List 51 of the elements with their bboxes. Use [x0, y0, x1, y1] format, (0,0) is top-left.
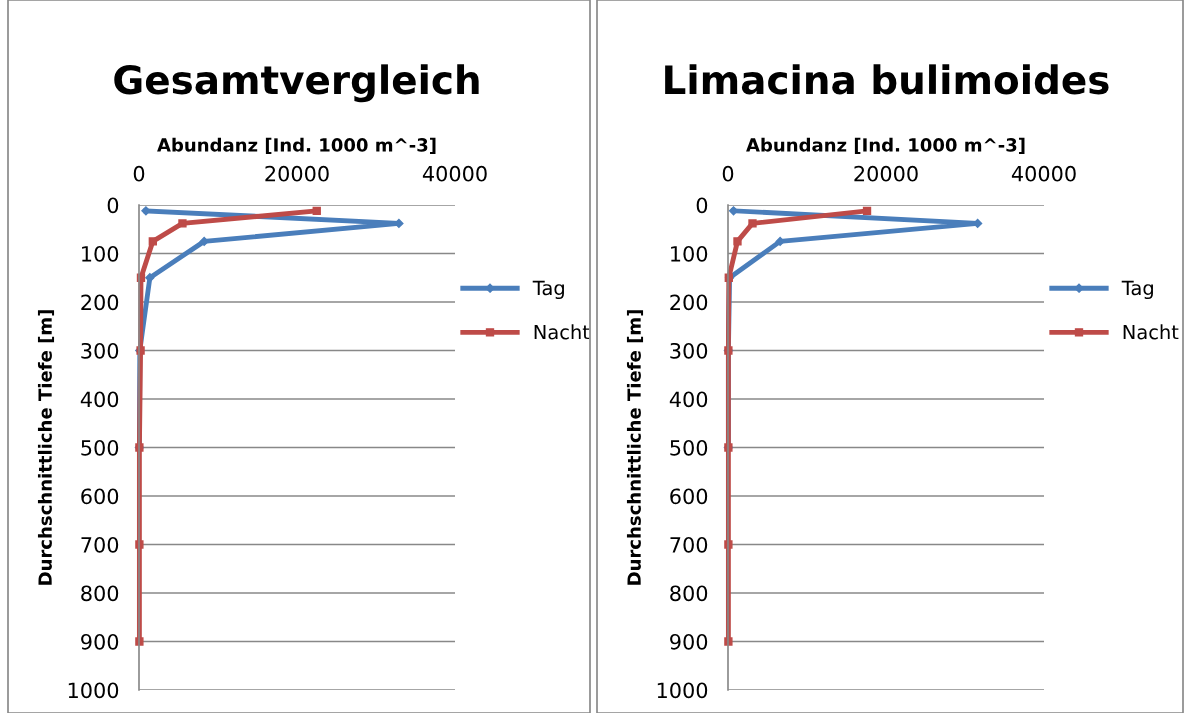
y-tick-label: 1000: [68, 682, 119, 699]
legend-label: Tag: [1121, 280, 1153, 300]
point: [135, 540, 144, 549]
y-tick-label: 100: [671, 245, 708, 262]
point: [733, 237, 742, 246]
point: [145, 273, 155, 283]
y-tick-label: 100: [82, 245, 119, 262]
point: [724, 637, 733, 646]
y-tick-label: 900: [81, 633, 119, 650]
point: [312, 206, 321, 215]
y-tick-label: 700: [81, 536, 119, 553]
y-tick-label: 400: [80, 391, 119, 408]
y-tick-label: 0: [107, 197, 119, 214]
point: [148, 237, 157, 246]
point: [178, 219, 187, 228]
point: [199, 236, 209, 246]
x-axis-title: Abundanz [Ind. 1000 m^-3]: [157, 137, 436, 154]
y-tick-label: 300: [81, 342, 119, 359]
legend-label: Nacht: [534, 324, 590, 340]
x-tick-label: 0: [722, 165, 734, 182]
legend-label: Tag: [532, 280, 564, 300]
y-tick-label: 800: [670, 585, 708, 602]
y-axis-title: Durchschnittliche Tiefe [m]: [37, 310, 55, 585]
y-axis-title: Durchschnittliche Tiefe [m]: [626, 310, 644, 585]
y-tick-label: 0: [696, 197, 708, 214]
x-axis-title: Abundanz [Ind. 1000 m^-3]: [746, 137, 1025, 154]
y-tick-label: 600: [670, 488, 708, 505]
y-tick-label: 200: [81, 294, 119, 311]
y-tick-label: 800: [81, 585, 119, 602]
x-tick-label: 40000: [1011, 165, 1076, 182]
point: [724, 540, 733, 549]
y-tick-label: 500: [81, 439, 119, 456]
y-tick-label: 200: [670, 294, 708, 311]
chart-title: Gesamtvergleich: [114, 64, 479, 103]
point: [748, 219, 757, 228]
y-tick-label: 400: [669, 391, 708, 408]
y-tick-label: 700: [670, 536, 708, 553]
x-tick-label: 20000: [854, 165, 918, 182]
y-tick-label: 300: [670, 342, 708, 359]
x-tick-label: 0: [133, 165, 145, 182]
point: [775, 236, 785, 246]
y-tick-label: 900: [670, 633, 708, 650]
point: [862, 206, 872, 215]
point: [135, 637, 144, 646]
x-tick-label: 20000: [265, 165, 329, 182]
legend-label: Nacht: [1123, 324, 1179, 340]
y-tick-label: 1000: [657, 682, 708, 699]
y-tick-label: 500: [670, 439, 708, 456]
y-tick-label: 600: [81, 488, 119, 505]
x-tick-label: 40000: [422, 165, 487, 182]
chart-title: Limacina bulimoides: [665, 64, 1109, 95]
